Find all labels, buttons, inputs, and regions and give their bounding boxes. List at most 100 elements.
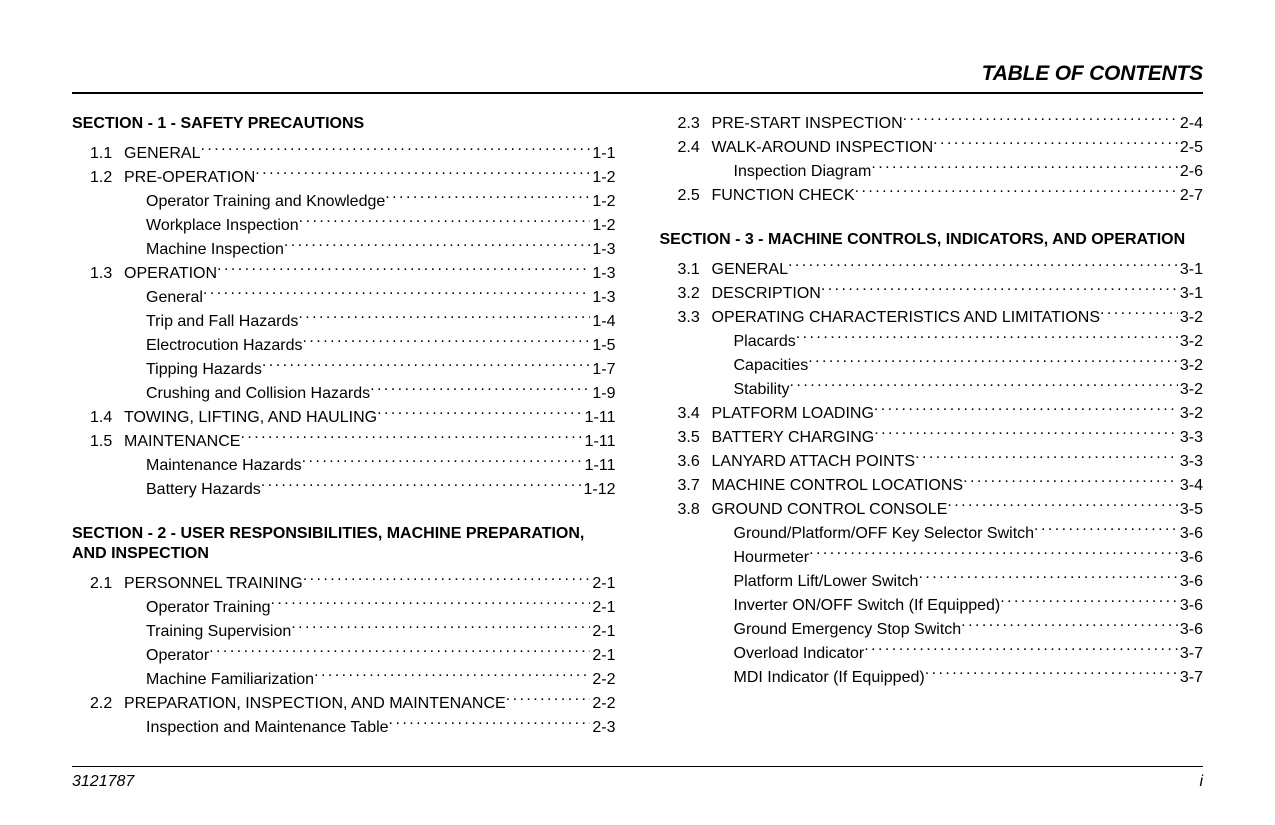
toc-subentry: Trip and Fall Hazards1-4: [72, 310, 616, 334]
toc-leader-dots: [217, 262, 590, 278]
toc-leader-dots: [796, 330, 1178, 346]
toc-leader-dots: [298, 310, 590, 326]
toc-leader-dots: [874, 426, 1178, 442]
toc-leader-dots: [961, 618, 1178, 634]
toc-entry-label: PERSONNEL TRAINING: [124, 572, 303, 596]
toc-entry: 2.3PRE-START INSPECTION2-4: [660, 112, 1204, 136]
toc-leader-dots: [389, 716, 591, 732]
toc-leader-dots: [808, 354, 1178, 370]
toc-leader-dots: [385, 190, 590, 206]
toc-leader-dots: [821, 282, 1178, 298]
toc-leader-dots: [203, 286, 590, 302]
toc-leader-dots: [271, 596, 591, 612]
toc-subentry: Battery Hazards 1-12: [72, 478, 616, 502]
toc-leader-dots: [864, 642, 1178, 658]
page-footer: 3121787 i: [72, 766, 1203, 791]
toc-subentry: Hourmeter3-6: [660, 546, 1204, 570]
toc-subentry: Ground/Platform/OFF Key Selector Switch 3…: [660, 522, 1204, 546]
toc-entry-number: 1.3: [72, 262, 124, 286]
toc-entry-page: 3-1: [1178, 258, 1203, 282]
toc-entry-label: Machine Familiarization: [124, 668, 314, 692]
toc-entry-page: 2-7: [1178, 184, 1203, 208]
toc-entry-label: MAINTENANCE: [124, 430, 240, 454]
toc-entry-label: FUNCTION CHECK: [712, 184, 855, 208]
toc-entry-page: 3-1: [1178, 282, 1203, 306]
toc-entry-page: 3-6: [1178, 594, 1203, 618]
toc-leader-dots: [240, 430, 582, 446]
toc-leader-dots: [915, 450, 1178, 466]
toc-entry-page: 3-6: [1178, 522, 1203, 546]
toc-entry-label: Battery Hazards: [124, 478, 261, 502]
toc-subentry: Ground Emergency Stop Switch3-6: [660, 618, 1204, 642]
toc-entry: 1.1GENERAL1-1: [72, 142, 616, 166]
toc-entry-label: Platform Lift/Lower Switch: [712, 570, 919, 594]
toc-entry-number: 3.5: [660, 426, 712, 450]
footer-doc-number: 3121787: [72, 773, 134, 791]
toc-entry-page: 2-1: [590, 596, 615, 620]
toc-entry-number: 1.5: [72, 430, 124, 454]
toc-subentry: Operator Training 2-1: [72, 596, 616, 620]
toc-entry-label: Ground/Platform/OFF Key Selector Switch: [712, 522, 1035, 546]
toc-entry-label: PREPARATION, INSPECTION, AND MAINTENANCE: [124, 692, 506, 716]
toc-subentry: Machine Inspection1-3: [72, 238, 616, 262]
toc-leader-dots: [302, 454, 583, 470]
toc-entry-number: 3.4: [660, 402, 712, 426]
toc-entry-label: Crushing and Collision Hazards: [124, 382, 370, 406]
toc-leader-dots: [1000, 594, 1178, 610]
toc-column-left: SECTION - 1 - SAFETY PRECAUTIONS 1.1GENER…: [72, 112, 616, 740]
toc-leader-dots: [809, 546, 1178, 562]
toc-leader-dots: [284, 238, 591, 254]
toc-entry-label: Inverter ON/OFF Switch (If Equipped): [712, 594, 1001, 618]
toc-entry-label: Ground Emergency Stop Switch: [712, 618, 962, 642]
toc-columns: SECTION - 1 - SAFETY PRECAUTIONS 1.1GENER…: [72, 112, 1203, 740]
toc-leader-dots: [261, 478, 582, 494]
toc-entry: 3.7MACHINE CONTROL LOCATIONS3-4: [660, 474, 1204, 498]
toc-entry-number: 1.4: [72, 406, 124, 430]
toc-entry-label: Operator: [124, 644, 209, 668]
toc-entry-label: GROUND CONTROL CONSOLE: [712, 498, 948, 522]
toc-entry-number: 1.2: [72, 166, 124, 190]
toc-entry: 3.8GROUND CONTROL CONSOLE 3-5: [660, 498, 1204, 522]
toc-entry-label: Capacities: [712, 354, 809, 378]
toc-entry: 3.2DESCRIPTION3-1: [660, 282, 1204, 306]
toc-entry-page: 1-3: [590, 238, 615, 262]
toc-entry-label: Electrocution Hazards: [124, 334, 303, 358]
toc-subentry: Machine Familiarization 2-2: [72, 668, 616, 692]
toc-leader-dots: [963, 474, 1178, 490]
toc-entry-number: 3.8: [660, 498, 712, 522]
toc-entry-page: 3-2: [1178, 378, 1203, 402]
toc-subentry: Capacities 3-2: [660, 354, 1204, 378]
toc-entry-label: OPERATING CHARACTERISTICS AND LIMITATION…: [712, 306, 1100, 330]
toc-entry-number: 2.1: [72, 572, 124, 596]
toc-subentry: Platform Lift/Lower Switch3-6: [660, 570, 1204, 594]
toc-subentry: Operator Training and Knowledge1-2: [72, 190, 616, 214]
toc-entry-page: 2-2: [590, 668, 615, 692]
toc-entry: 3.5BATTERY CHARGING3-3: [660, 426, 1204, 450]
toc-entry: 3.1GENERAL3-1: [660, 258, 1204, 282]
toc-leader-dots: [790, 378, 1178, 394]
toc-entry-label: Operator Training and Knowledge: [124, 190, 385, 214]
toc-leader-dots: [506, 692, 591, 708]
toc-section-heading: SECTION - 1 - SAFETY PRECAUTIONS: [72, 114, 616, 134]
toc-entry-label: PRE-OPERATION: [124, 166, 255, 190]
toc-entry-label: Workplace Inspection: [124, 214, 299, 238]
toc-entry-number: 3.1: [660, 258, 712, 282]
toc-entry: 3.6LANYARD ATTACH POINTS3-3: [660, 450, 1204, 474]
toc-entry: 2.4WALK-AROUND INSPECTION2-5: [660, 136, 1204, 160]
toc-entry-page: 3-4: [1178, 474, 1203, 498]
toc-leader-dots: [1034, 522, 1178, 538]
toc-entry-label: Overload Indicator: [712, 642, 865, 666]
toc-entry-label: Operator Training: [124, 596, 271, 620]
toc-entry-page: 3-2: [1178, 354, 1203, 378]
toc-entry-page: 1-3: [590, 262, 615, 286]
toc-section-heading: SECTION - 3 - MACHINE CONTROLS, INDICATO…: [660, 230, 1204, 250]
toc-subentry: Crushing and Collision Hazards1-9: [72, 382, 616, 406]
toc-entry-page: 3-2: [1178, 306, 1203, 330]
toc-entry-page: 1-7: [590, 358, 615, 382]
toc-entry: 1.4TOWING, LIFTING, AND HAULING 1-11: [72, 406, 616, 430]
toc-entry-label: PLATFORM LOADING: [712, 402, 874, 426]
toc-entry-page: 3-5: [1178, 498, 1203, 522]
toc-entry-label: Hourmeter: [712, 546, 810, 570]
toc-subentry: Placards3-2: [660, 330, 1204, 354]
toc-entry: 1.5MAINTENANCE 1-11: [72, 430, 616, 454]
